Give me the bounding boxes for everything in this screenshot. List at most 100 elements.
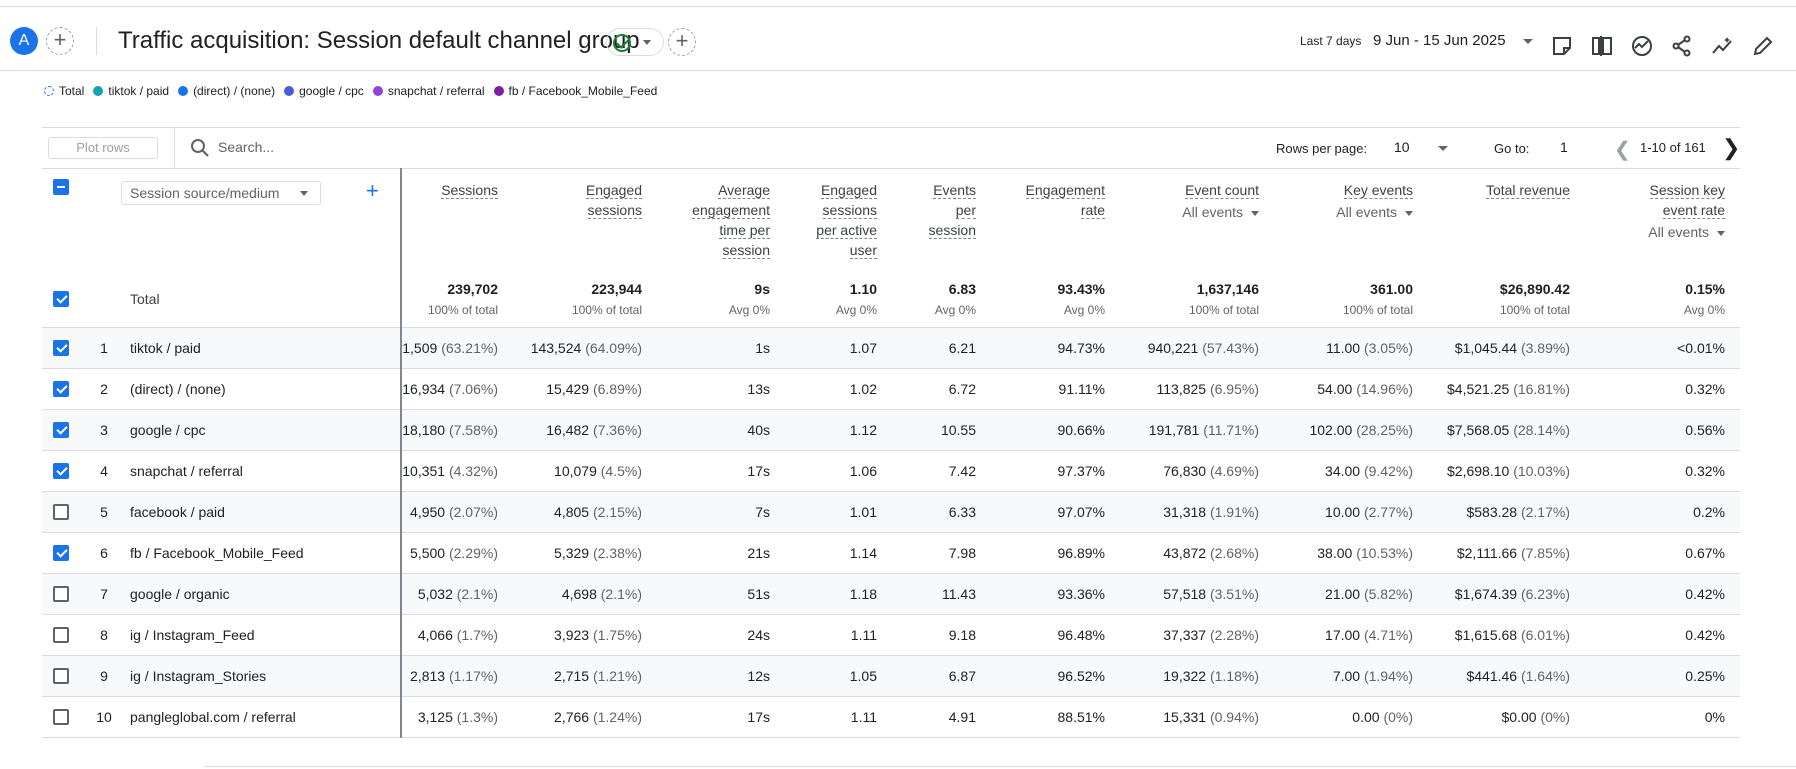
metric-cell: 0.56% xyxy=(1685,422,1725,438)
chevron-down-icon xyxy=(643,40,651,45)
column-header[interactable]: Key events All events xyxy=(1336,180,1413,222)
column-header[interactable]: Engagement rate xyxy=(1025,180,1105,220)
report-status-dropdown[interactable] xyxy=(606,28,664,56)
account-avatar[interactable]: A xyxy=(10,27,38,55)
goto-page-input[interactable]: 1 xyxy=(1560,139,1568,155)
legend-swatch xyxy=(178,86,189,96)
toolbar-divider xyxy=(174,127,175,169)
date-range-label: Last 7 days xyxy=(1300,34,1362,48)
totals-label: Total xyxy=(130,291,160,307)
row-checkbox[interactable] xyxy=(53,381,69,397)
metric-cell: 97.37% xyxy=(1058,463,1105,479)
metric-value: 40s xyxy=(747,422,770,438)
column-header-label: rate xyxy=(1080,202,1105,219)
event-filter-dropdown[interactable]: All events xyxy=(1648,222,1725,242)
column-header[interactable]: Event count All events xyxy=(1182,180,1259,222)
trend-sparkle-icon[interactable] xyxy=(1711,35,1733,57)
column-header[interactable]: Total revenue xyxy=(1485,180,1570,200)
legend-item[interactable]: (direct) / (none) xyxy=(178,84,275,98)
table-row[interactable]: 6 fb / Facebook_Mobile_Feed 5,500 (2.29%) 5… xyxy=(42,533,1740,574)
legend-item[interactable]: snapchat / referral xyxy=(372,84,485,98)
row-checkbox[interactable] xyxy=(53,504,69,520)
legend-swatch xyxy=(44,86,54,96)
column-header[interactable]: Session key event rate All events xyxy=(1648,180,1725,242)
metric-cell: $441.46 (1.64%) xyxy=(1466,668,1570,684)
rows-per-page-select[interactable]: 10 xyxy=(1394,139,1410,155)
goto-label: Go to: xyxy=(1494,141,1530,156)
legend-swatch xyxy=(493,86,504,96)
select-all-checkbox[interactable] xyxy=(53,179,69,195)
table-row[interactable]: 10 pangleglobal.com / referral 3,125 (1.3%… xyxy=(42,697,1740,738)
legend-item[interactable]: google / cpc xyxy=(284,84,364,98)
event-filter-dropdown[interactable]: All events xyxy=(1182,202,1259,222)
row-checkbox[interactable] xyxy=(53,422,69,438)
row-checkbox[interactable] xyxy=(53,545,69,561)
metric-cell: 7.98 xyxy=(949,545,976,561)
metric-cell: 1.18 xyxy=(850,586,877,602)
legend-label: google / cpc xyxy=(299,84,364,98)
column-header[interactable]: Engaged sessions per active user xyxy=(816,180,877,260)
chevron-right-icon[interactable]: ❯ xyxy=(1722,135,1741,160)
legend-item[interactable]: fb / Facebook_Mobile_Feed xyxy=(493,84,657,98)
customize-report-icon[interactable] xyxy=(1551,35,1573,57)
add-comparison-button[interactable]: + xyxy=(46,27,74,55)
dimension-column-divider[interactable] xyxy=(400,168,402,738)
chevron-down-icon[interactable] xyxy=(1438,146,1448,151)
table-row[interactable]: 9 ig / Instagram_Stories 2,813 (1.17%) 2,71… xyxy=(42,656,1740,697)
dimension-select[interactable]: Session source/medium xyxy=(121,181,321,205)
table-row[interactable]: 2 (direct) / (none) 16,934 (7.06%) 15,429 (… xyxy=(42,369,1740,410)
add-dimension-button[interactable]: + xyxy=(366,178,379,203)
compare-icon[interactable] xyxy=(1591,35,1613,57)
row-checkbox[interactable] xyxy=(53,340,69,356)
totals-checkbox[interactable] xyxy=(53,291,69,307)
metric-value: 0.32% xyxy=(1685,381,1725,397)
metric-cell: 38.00 (10.53%) xyxy=(1317,545,1413,561)
date-range-picker[interactable]: Last 7 days 9 Jun - 15 Jun 2025 xyxy=(1300,32,1534,49)
metric-value: 16,482 xyxy=(546,422,590,438)
column-header[interactable]: Average engagement time per session xyxy=(692,180,770,260)
table-row[interactable]: 4 snapchat / referral 10,351 (4.32%) 10,079… xyxy=(42,451,1740,492)
share-icon[interactable] xyxy=(1671,35,1693,57)
metric-percent: (1.7%) xyxy=(456,627,498,643)
row-checkbox[interactable] xyxy=(53,668,69,684)
row-checkbox[interactable] xyxy=(53,627,69,643)
metric-value: $1,045.44 xyxy=(1454,340,1518,356)
add-filter-button[interactable]: + xyxy=(668,28,696,56)
column-header[interactable]: Sessions xyxy=(441,180,498,200)
event-filter-dropdown[interactable]: All events xyxy=(1336,202,1413,222)
chevron-down-icon xyxy=(300,191,308,196)
metric-value: 93.36% xyxy=(1057,586,1105,602)
search-input[interactable] xyxy=(218,139,518,155)
chevron-left-icon[interactable]: ❮ xyxy=(1614,139,1631,161)
row-checkbox[interactable] xyxy=(53,709,69,725)
legend-item[interactable]: tiktok / paid xyxy=(93,84,169,98)
row-checkbox[interactable] xyxy=(53,586,69,602)
column-header[interactable]: Events per session xyxy=(928,180,976,240)
table-row[interactable]: 3 google / cpc 18,180 (7.58%) 16,482 (7.36%… xyxy=(42,410,1740,451)
metric-value: 1s xyxy=(755,340,770,356)
table-row[interactable]: 5 facebook / paid 4,950 (2.07%) 4,805 (2.15… xyxy=(42,492,1740,533)
metric-value: 91.11% xyxy=(1058,381,1105,397)
legend-item[interactable]: Total xyxy=(44,84,84,98)
row-checkbox[interactable] xyxy=(53,463,69,479)
event-filter-label: All events xyxy=(1182,204,1243,220)
metric-value: $2,111.66 xyxy=(1456,545,1518,561)
plot-rows-button[interactable]: Plot rows xyxy=(48,137,158,159)
metric-cell: 94.73% xyxy=(1058,340,1105,356)
table-row[interactable]: 1 tiktok / paid 1,509 (63.21%) 143,524 (64.… xyxy=(42,328,1740,369)
column-header[interactable]: Engaged sessions xyxy=(585,180,642,220)
column-header-label: Sessions xyxy=(441,182,498,199)
metric-value: 17s xyxy=(747,463,770,479)
table-row[interactable]: 7 google / organic 5,032 (2.1%) 4,698 (2.1%… xyxy=(42,574,1740,615)
metric-cell: 6.21 xyxy=(949,340,976,356)
metric-value: 1.01 xyxy=(849,504,877,520)
edit-pencil-icon[interactable] xyxy=(1752,35,1774,57)
metric-cell: 0.25% xyxy=(1685,668,1725,684)
column-header-label: per xyxy=(955,202,976,219)
row-number: 10 xyxy=(96,709,112,725)
metric-value: 5,329 xyxy=(554,545,590,561)
metric-percent: (3.51%) xyxy=(1209,586,1259,602)
metric-percent: (2.28%) xyxy=(1209,627,1259,643)
table-row[interactable]: 8 ig / Instagram_Feed 4,066 (1.7%) 3,923 (1… xyxy=(42,615,1740,656)
insights-icon[interactable] xyxy=(1631,35,1653,57)
